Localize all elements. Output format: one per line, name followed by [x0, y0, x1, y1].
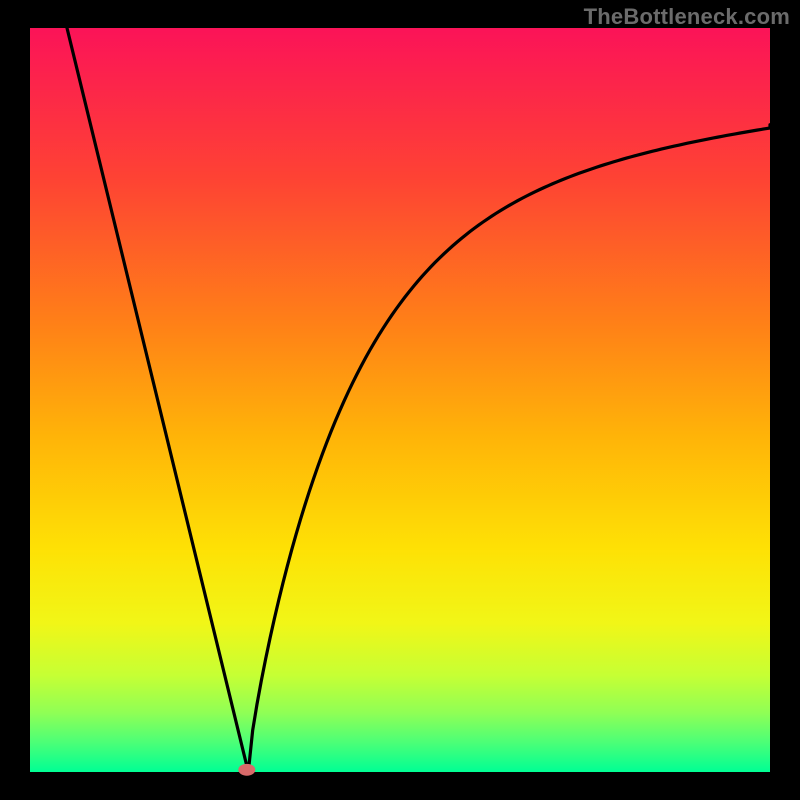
watermark-text: TheBottleneck.com: [584, 4, 790, 30]
plot-area: [30, 28, 770, 772]
chart-svg: [0, 0, 800, 800]
chart-root: TheBottleneck.com: [0, 0, 800, 800]
minimum-marker: [238, 764, 255, 776]
